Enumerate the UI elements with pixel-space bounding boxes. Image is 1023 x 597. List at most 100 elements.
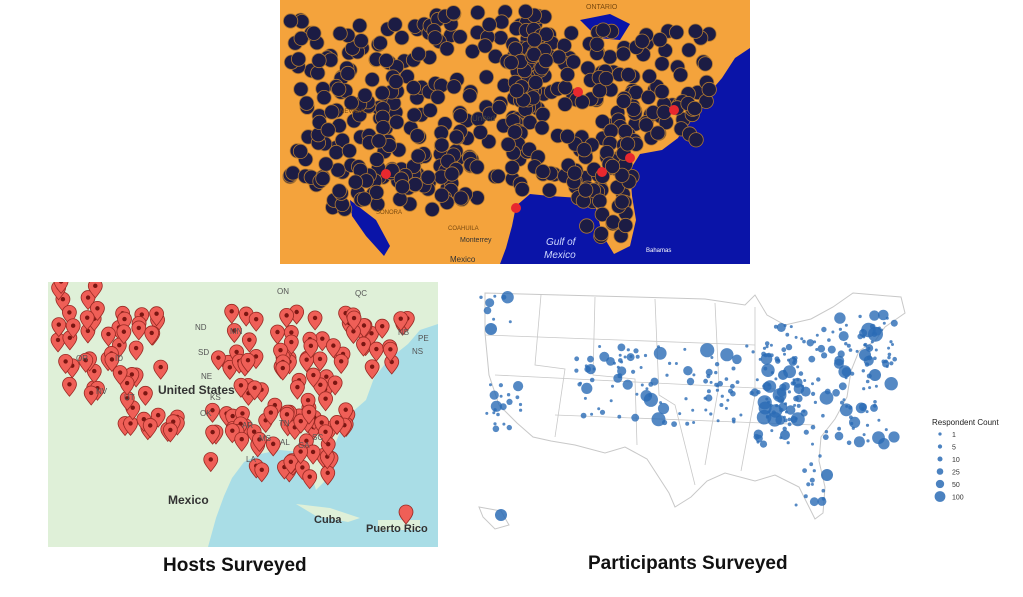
top-marker [481,17,497,33]
host-pin[interactable] [234,431,250,452]
host-pin[interactable] [248,311,264,332]
participant-bubble [769,353,774,358]
host-pin[interactable] [162,422,178,443]
host-pin[interactable] [393,311,409,332]
host-pin[interactable] [265,436,281,457]
host-pin[interactable] [307,310,323,331]
participant-bubble [489,390,499,400]
host-pin[interactable] [254,462,270,483]
participant-bubble [861,407,865,411]
host-pin[interactable] [305,444,321,465]
host-pin[interactable] [333,353,349,374]
host-pin-dot [139,312,145,317]
host-pin[interactable] [368,341,384,362]
host-pin[interactable] [119,375,135,396]
host-pin-dot [229,309,234,314]
participant-bubble [598,345,602,348]
host-pin[interactable] [263,405,279,426]
host-pin[interactable] [312,351,328,372]
host-pin[interactable] [293,413,309,434]
top-marker [330,162,346,178]
host-pin[interactable] [318,424,333,445]
host-pin[interactable] [318,391,334,412]
host-pin[interactable] [302,469,318,490]
host-pin[interactable] [58,354,74,375]
host-pin[interactable] [65,318,81,339]
host-pin[interactable] [62,376,77,397]
host-pin[interactable] [290,379,305,400]
host-pin[interactable] [78,352,94,373]
host-pin[interactable] [79,310,95,331]
participant-bubble [496,412,500,417]
host-pin[interactable] [240,352,256,373]
participant-bubble [857,333,863,340]
host-pin[interactable] [226,323,242,344]
host-pin-dot [85,295,91,300]
host-pin[interactable] [398,504,414,525]
label-mn: MN [230,327,243,336]
participant-bubble [574,356,580,362]
top-star-marker [511,203,521,213]
participant-bubble [853,436,865,448]
host-pin[interactable] [112,365,128,386]
host-pin-dot [56,322,62,327]
host-pin[interactable] [205,424,221,445]
host-pin[interactable] [144,325,160,346]
participant-bubbles [479,291,900,521]
top-marker [293,30,309,47]
host-pin[interactable] [101,326,116,347]
host-pin[interactable] [153,359,169,380]
host-pin[interactable] [205,402,220,423]
host-pin[interactable] [279,307,295,329]
host-pin[interactable] [382,341,398,362]
top-marker [559,128,576,144]
host-pin[interactable] [346,310,362,331]
host-pin[interactable] [329,415,345,436]
host-pin[interactable] [53,282,69,295]
participant-bubble [513,381,524,392]
host-pin[interactable] [279,406,295,427]
host-pin[interactable] [203,452,219,473]
top-marker [534,120,550,136]
participant-bubble [872,431,885,445]
host-pin[interactable] [305,367,321,388]
host-pin-dot [55,337,61,343]
host-pin[interactable] [149,306,164,327]
participant-bubble [891,343,894,346]
host-pin[interactable] [325,338,341,359]
host-pin[interactable] [301,404,317,425]
host-pin[interactable] [338,402,354,423]
participant-bubble [792,378,796,382]
host-pin[interactable] [211,350,226,371]
host-pin[interactable] [303,338,319,359]
host-pin[interactable] [83,385,99,406]
participant-bubble [821,413,825,418]
participant-bubble [597,407,601,411]
host-pin[interactable] [252,432,267,453]
host-pin[interactable] [233,377,249,398]
host-pin[interactable] [224,303,240,324]
host-pin[interactable] [374,318,390,339]
participant-bubble [859,403,867,411]
host-pin[interactable] [241,332,257,353]
participant-bubble [506,424,512,431]
host-pin[interactable] [275,360,291,381]
host-pin[interactable] [364,359,380,380]
participant-bubble [506,398,513,405]
top-marker [427,30,443,46]
host-pin[interactable] [138,385,153,406]
host-pin[interactable] [142,418,158,439]
label-ok: OK [200,409,212,418]
participant-bubble [770,371,774,375]
host-pin[interactable] [87,282,103,299]
host-pin[interactable] [327,375,343,396]
host-pin[interactable] [293,444,309,465]
host-pin[interactable] [104,352,120,373]
participant-bubble [892,356,897,362]
host-pin[interactable] [51,317,67,338]
host-pin[interactable] [247,380,263,401]
legend-bubble [938,432,942,436]
host-pin[interactable] [128,340,144,361]
host-pin[interactable] [116,324,132,345]
host-pin[interactable] [270,324,285,345]
